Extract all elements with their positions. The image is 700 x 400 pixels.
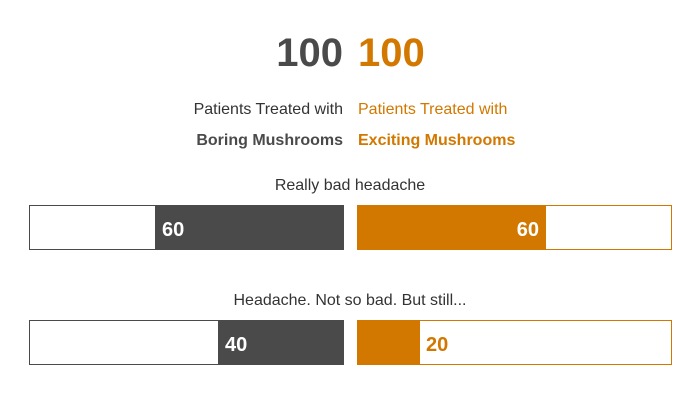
left-bar-value: 60 — [162, 219, 184, 241]
left-group-label-line1: Patients Treated with — [194, 101, 343, 118]
right-bar — [357, 320, 420, 365]
right-group-total: 100 — [358, 31, 425, 75]
right-bar — [357, 205, 546, 250]
left-bar — [218, 320, 344, 365]
left-bar — [155, 205, 344, 250]
right-bar-value: 60 — [517, 219, 539, 241]
left-bar-value: 40 — [225, 334, 247, 356]
category-label: Headache. Not so bad. But still... — [233, 292, 466, 309]
right-group-label-line2: Exciting Mushrooms — [358, 132, 515, 149]
right-group-label-line1: Patients Treated with — [358, 101, 507, 118]
right-bar-value: 20 — [426, 334, 448, 356]
category-label: Really bad headache — [275, 177, 425, 194]
left-group-label-line2: Boring Mushrooms — [196, 132, 343, 149]
left-group-total: 100 — [276, 31, 343, 75]
